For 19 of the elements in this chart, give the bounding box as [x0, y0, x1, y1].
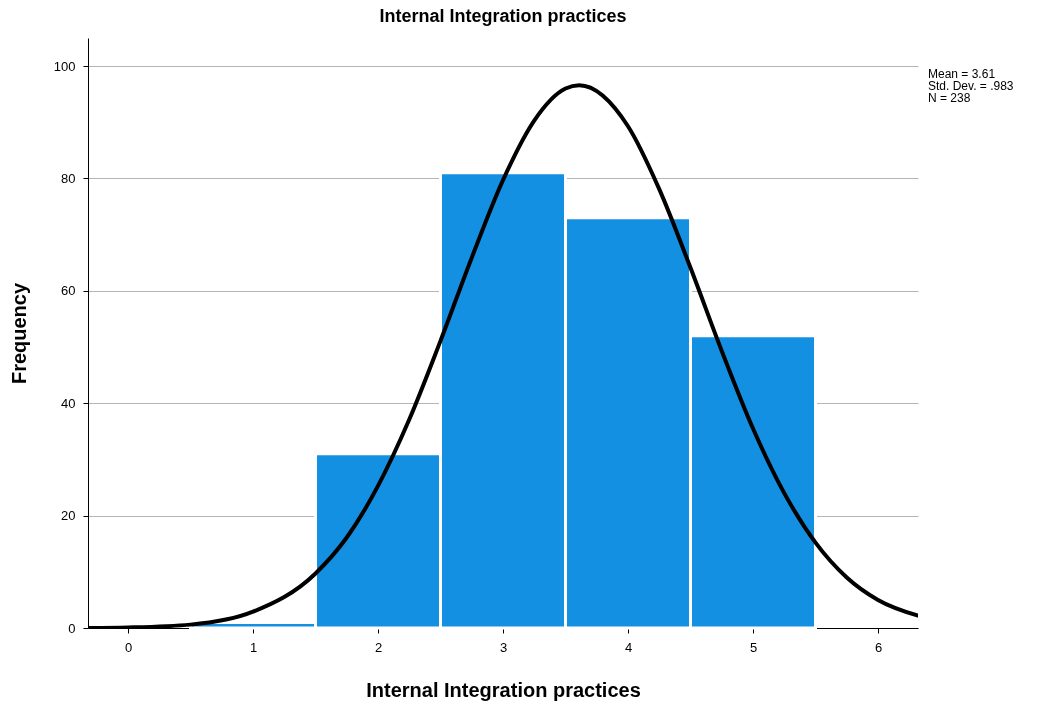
- y-tick-label: 40: [61, 395, 76, 411]
- y-tick-label: 20: [61, 508, 76, 524]
- text: N = 238: [928, 91, 971, 105]
- text: Std. Dev. = .983: [928, 79, 1014, 93]
- y-tick-label: 80: [61, 170, 76, 186]
- y-tick-label: 100: [53, 58, 76, 74]
- text: Mean = 3.61: [928, 67, 996, 81]
- x-tick-label: 6: [874, 639, 883, 655]
- chart-title: Internal Integration practices: [379, 6, 627, 26]
- x-tick-label: 1: [249, 639, 258, 655]
- x-tick-label: 0: [124, 639, 133, 655]
- x-tick-label: 4: [624, 639, 633, 655]
- x-tick-label: 3: [499, 639, 508, 655]
- y-axis-title: Frequency: [7, 282, 30, 385]
- x-tick-label: 2: [374, 639, 383, 655]
- x-axis-title: Internal Integration practices: [366, 678, 641, 701]
- x-tick-label: 5: [749, 639, 758, 655]
- y-tick-label: 60: [61, 283, 76, 299]
- y-tick-label: 0: [68, 620, 76, 636]
